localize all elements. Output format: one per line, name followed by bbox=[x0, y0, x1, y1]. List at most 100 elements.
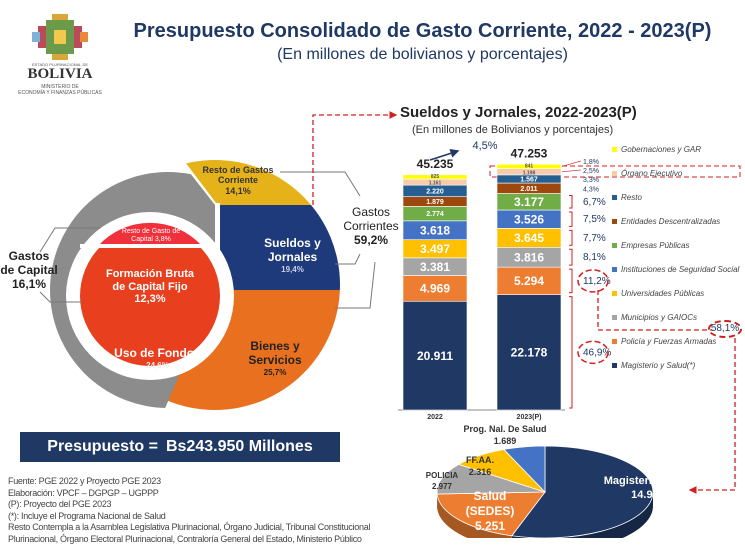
legend-item: Policía y Fuerzas Armadas bbox=[612, 337, 740, 346]
donut-value: 19,4% bbox=[255, 265, 330, 274]
legend-label: Magisterio y Salud(*) bbox=[621, 361, 695, 370]
legend-item: Universidades Públicas bbox=[612, 289, 740, 298]
bar-chart-subtitle: (En millones de Bolivianos y porcentajes… bbox=[412, 124, 692, 137]
x-tick-label: 2022 bbox=[427, 414, 443, 421]
pie-label: Magisterio (DDE) bbox=[604, 475, 693, 487]
pie-value-label: 2.316 bbox=[469, 467, 492, 477]
pie-label: FF.AA. bbox=[466, 455, 494, 465]
footnotes: Fuente: PGE 2022 y Proyecto PGE 2023 Ela… bbox=[8, 476, 433, 545]
footnote: Plurinacional, Órgano Electoral Plurinac… bbox=[8, 534, 433, 545]
legend-label: Gobernaciones y GAR bbox=[621, 145, 701, 154]
share-bracket bbox=[569, 195, 572, 208]
bar-value-label: 3.645 bbox=[514, 231, 544, 245]
legend-label: Instituciones de Seguridad Social bbox=[621, 265, 739, 274]
legend-swatch bbox=[612, 171, 617, 176]
x-tick-label: 2023(P) bbox=[517, 414, 542, 421]
donut-label: Uso de Fondos bbox=[110, 347, 205, 361]
group-label: Gastos de Capital bbox=[0, 250, 58, 278]
donut-label: Resto de Gasto de Capital bbox=[122, 228, 180, 243]
share-label: 4,3% bbox=[583, 186, 599, 193]
group-label: Gastos Corrientes bbox=[340, 206, 402, 234]
footnote: (*): Incluye el Programa Nacional de Sal… bbox=[8, 511, 433, 523]
bar-value-label: 3.497 bbox=[420, 242, 450, 256]
donut-value: 12,3% bbox=[105, 293, 195, 306]
legend-item: Entidades Descentralizadas bbox=[612, 217, 740, 226]
bar-value-label: 841 bbox=[525, 164, 534, 170]
bar-value-label: 3.816 bbox=[514, 251, 544, 265]
growth-label: 4,5% bbox=[470, 140, 500, 153]
bar-value-label: 1.198 bbox=[523, 170, 536, 176]
bar-value-label: 3.618 bbox=[420, 224, 450, 238]
legend-swatch bbox=[612, 315, 617, 320]
pie-label: Prog. Nal. De Salud bbox=[463, 424, 546, 434]
legend-label: Órgano Ejecutivo bbox=[621, 169, 682, 178]
bar-value-label: 1.161 bbox=[429, 181, 442, 187]
donut-value: 14,1% bbox=[188, 186, 288, 196]
footnote: Fuente: PGE 2022 y Proyecto PGE 2023 bbox=[8, 476, 433, 488]
share-label: 1,8% bbox=[583, 159, 599, 166]
bar-value-label: 3.381 bbox=[420, 260, 450, 274]
donut-label: Bienes y Servicios bbox=[235, 340, 315, 368]
group-value: 59,2% bbox=[340, 234, 402, 248]
share-label: 7,5% bbox=[583, 214, 606, 225]
legend-swatch bbox=[612, 267, 617, 272]
legend-swatch bbox=[612, 363, 617, 368]
legend-label: Municipios y GAIOCs bbox=[621, 313, 697, 322]
bar-value-label: 4.969 bbox=[420, 282, 450, 296]
share-label: 7,7% bbox=[583, 233, 606, 244]
bar-value-label: 1.567 bbox=[520, 176, 538, 183]
legend-item: Gobernaciones y GAR bbox=[612, 145, 740, 154]
bar-value-label: 5.294 bbox=[514, 274, 544, 288]
pie-value-label: 14.938 bbox=[631, 489, 665, 501]
share-bracket bbox=[569, 297, 572, 408]
pie-value-label: 2.977 bbox=[432, 482, 453, 491]
bar-value-label: 2.774 bbox=[426, 211, 444, 218]
legend-label: Empresas Públicas bbox=[621, 241, 689, 250]
legend-item: Magisterio y Salud(*) bbox=[612, 361, 740, 370]
legend-label: Resto bbox=[621, 193, 642, 202]
legend-label: Policía y Fuerzas Armadas bbox=[621, 337, 716, 346]
legend-swatch bbox=[612, 339, 617, 344]
legend-swatch bbox=[612, 243, 617, 248]
donut-value: 24,6% bbox=[110, 361, 205, 370]
footnote: (P): Proyecto del PGE 2023 bbox=[8, 499, 433, 511]
share-leader-line bbox=[562, 170, 581, 172]
legend-item: Instituciones de Seguridad Social bbox=[612, 265, 740, 274]
group-value: 16,1% bbox=[0, 278, 58, 292]
share-label: 8,1% bbox=[583, 252, 606, 263]
pie-value-label: 5.251 bbox=[475, 519, 505, 533]
share-label: 2,5% bbox=[583, 168, 599, 175]
legend-swatch bbox=[612, 219, 617, 224]
legend-swatch bbox=[612, 147, 617, 152]
bar-value-label: 20.911 bbox=[417, 349, 453, 363]
bar-value-label: 22.178 bbox=[511, 346, 548, 360]
footnote: Elaboración: VPCF – DGPGP – UGPPP bbox=[8, 488, 433, 500]
legend-item: Municipios y GAIOCs bbox=[612, 313, 740, 322]
share-bracket bbox=[569, 212, 572, 226]
donut-label: Resto de Gastos Corriente bbox=[188, 165, 288, 186]
share-label: 3,3% bbox=[583, 177, 599, 184]
legend-label: Entidades Descentralizadas bbox=[621, 217, 720, 226]
budget-banner: Presupuesto =Bs243.950 Millones bbox=[20, 432, 340, 462]
bar-value-label: 3.526 bbox=[514, 213, 544, 227]
bar-value-label: 2.220 bbox=[426, 188, 444, 195]
bar-value-label: 2.011 bbox=[520, 186, 537, 193]
legend-item: Empresas Públicas bbox=[612, 241, 740, 250]
donut-label: Sueldos y Jornales bbox=[255, 237, 330, 265]
legend-swatch bbox=[612, 291, 617, 296]
connector-line bbox=[313, 115, 396, 205]
pie-label: Salud bbox=[474, 489, 507, 503]
pie-label: (SEDES) bbox=[466, 504, 515, 518]
bar-value-label: 1.879 bbox=[426, 199, 444, 206]
share-bracket bbox=[569, 249, 572, 265]
bar-value-label: 3.177 bbox=[514, 195, 544, 209]
combined-share: 58,1% bbox=[708, 320, 742, 338]
donut-value: 3,8% bbox=[155, 236, 171, 243]
bar-total-label: 47.253 bbox=[511, 146, 548, 160]
budget-label: Presupuesto = bbox=[47, 438, 158, 456]
donut-value: 25,7% bbox=[235, 368, 315, 377]
legend-label: Universidades Públicas bbox=[621, 289, 704, 298]
legend-swatch bbox=[612, 195, 617, 200]
bar-value-label: 825 bbox=[431, 174, 440, 180]
legend-item: Órgano Ejecutivo bbox=[612, 169, 740, 178]
